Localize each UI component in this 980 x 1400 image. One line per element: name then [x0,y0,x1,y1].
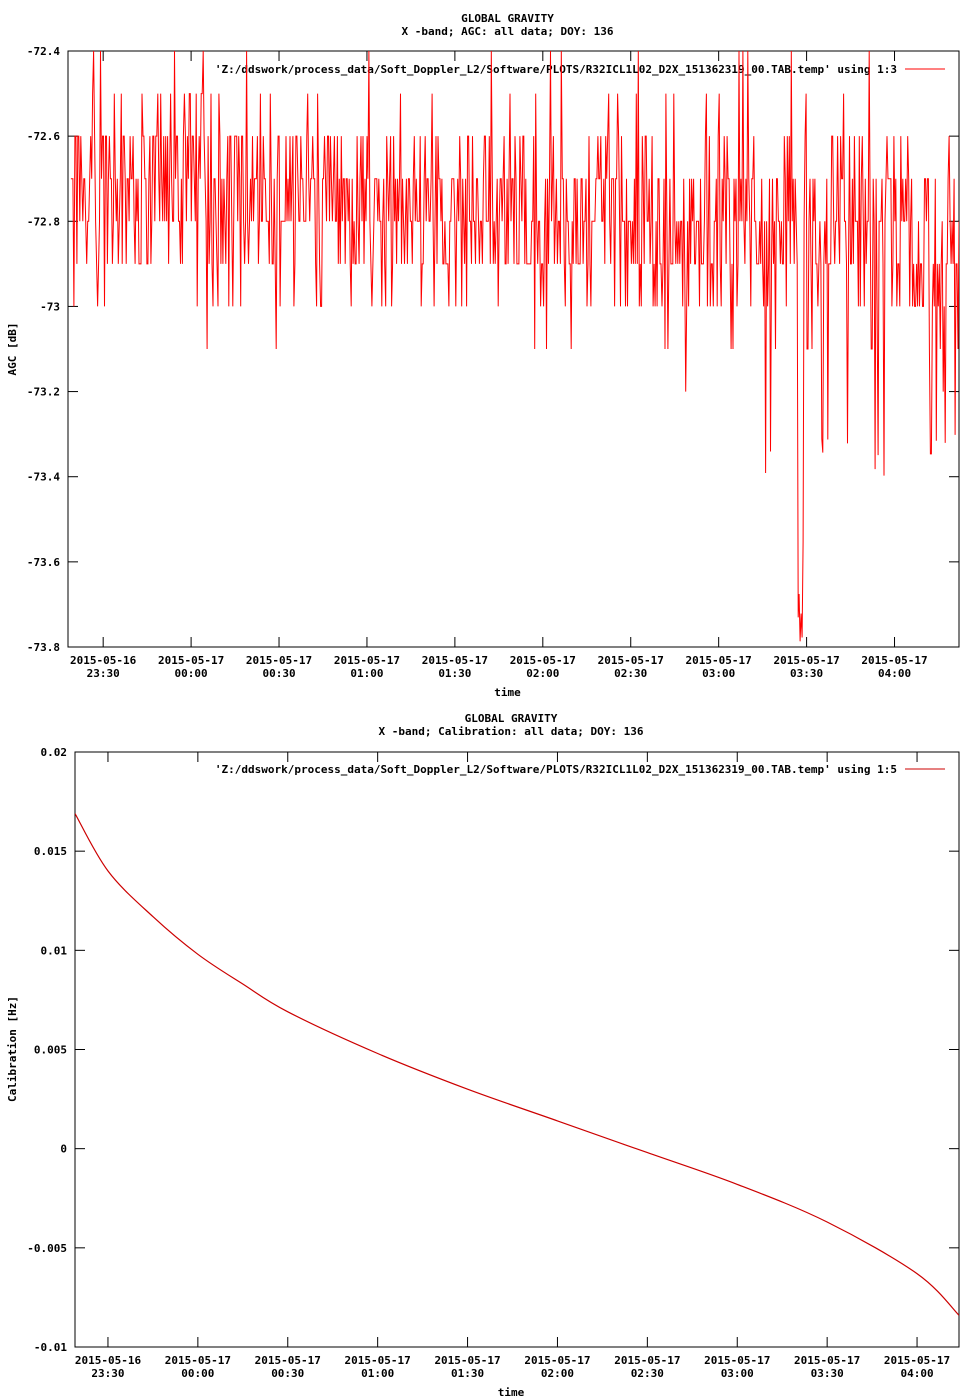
x-tick-time-label: 23:30 [91,1367,124,1380]
y-tick-label: -73.4 [27,471,60,484]
x-tick-time-label: 03:30 [790,667,823,680]
x-tick-date-label: 2015-05-17 [794,1354,860,1367]
chart-title: GLOBAL GRAVITY [461,12,554,25]
y-tick-label: -73.8 [27,641,60,654]
chart-subtitle: X -band; AGC: all data; DOY: 136 [402,25,614,38]
y-tick-label: 0.01 [41,944,68,957]
x-tick-time-label: 02:00 [541,1367,574,1380]
x-tick-time-label: 03:00 [702,667,735,680]
x-tick-date-label: 2015-05-17 [345,1354,411,1367]
x-tick-date-label: 2015-05-17 [614,1354,680,1367]
x-tick-time-label: 02:30 [631,1367,664,1380]
x-tick-time-label: 01:30 [438,667,471,680]
x-axis-label: time [498,1386,525,1399]
plot-frame [74,751,960,1348]
x-tick-time-label: 02:30 [614,667,647,680]
y-tick-label: -72.6 [27,130,60,143]
legend-label: 'Z:/ddswork/process_data/Soft_Doppler_L2… [215,63,897,76]
x-tick-time-label: 00:00 [175,667,208,680]
x-tick-date-label: 2015-05-17 [598,654,664,667]
x-tick-time-label: 01:30 [451,1367,484,1380]
x-tick-date-label: 2015-05-17 [255,1354,321,1367]
x-tick-time-label: 02:00 [526,667,559,680]
y-tick-label: -73.2 [27,386,60,399]
x-tick-date-label: 2015-05-17 [246,654,312,667]
chart-title: GLOBAL GRAVITY [465,712,558,725]
chart-subtitle: X -band; Calibration: all data; DOY: 136 [379,725,644,738]
x-tick-time-label: 01:00 [361,1367,394,1380]
x-tick-date-label: 2015-05-17 [704,1354,770,1367]
x-tick-time-label: 23:30 [87,667,120,680]
x-tick-time-label: 04:00 [878,667,911,680]
calibration-series-line [75,813,959,1316]
agc-series-line [70,51,959,642]
x-tick-time-label: 03:00 [721,1367,754,1380]
y-tick-label: -73.6 [27,556,60,569]
y-tick-label: 0 [60,1143,67,1156]
x-tick-time-label: 00:30 [271,1367,304,1380]
x-tick-date-label: 2015-05-17 [334,654,400,667]
x-tick-time-label: 00:30 [262,667,295,680]
x-axis-label: time [494,686,521,699]
x-tick-time-label: 00:00 [181,1367,214,1380]
y-tick-label: -0.01 [34,1341,67,1354]
y-tick-label: -73 [40,300,60,313]
y-tick-label: -0.005 [27,1242,67,1255]
plot-frame [67,50,960,648]
x-tick-date-label: 2015-05-17 [434,1354,500,1367]
y-tick-label: 0.005 [34,1044,67,1057]
x-tick-date-label: 2015-05-17 [165,1354,231,1367]
x-tick-time-label: 01:00 [350,667,383,680]
x-tick-time-label: 04:00 [900,1367,933,1380]
y-axis-label: AGC [dB] [6,323,19,376]
x-tick-date-label: 2015-05-17 [686,654,752,667]
x-tick-date-label: 2015-05-17 [884,1354,950,1367]
legend-label: 'Z:/ddswork/process_data/Soft_Doppler_L2… [215,763,897,776]
x-tick-date-label: 2015-05-17 [773,654,839,667]
y-axis-label: Calibration [Hz] [6,996,19,1102]
x-tick-time-label: 03:30 [811,1367,844,1380]
x-tick-date-label: 2015-05-17 [422,654,488,667]
x-tick-date-label: 2015-05-17 [510,654,576,667]
x-tick-date-label: 2015-05-17 [861,654,927,667]
x-tick-date-label: 2015-05-17 [524,1354,590,1367]
x-tick-date-label: 2015-05-17 [158,654,224,667]
y-tick-label: 0.015 [34,845,67,858]
x-tick-date-label: 2015-05-16 [75,1354,142,1367]
y-tick-label: 0.02 [41,746,68,759]
x-tick-date-label: 2015-05-16 [70,654,137,667]
y-tick-label: -72.8 [27,215,60,228]
y-tick-label: -72.4 [27,45,60,58]
